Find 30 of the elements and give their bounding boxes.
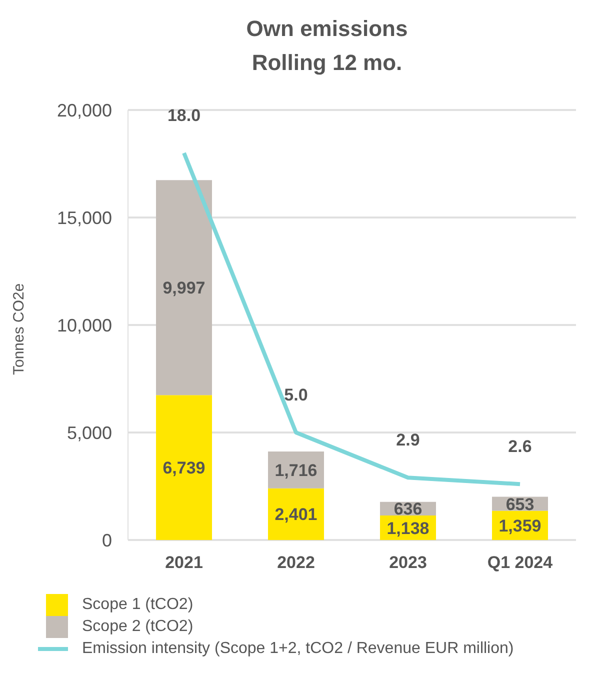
y-tick-label: 0: [102, 530, 112, 550]
data-label: 6,739: [162, 458, 206, 478]
legend-label: Emission intensity (Scope 1+2, tCO2 / Revenue EUR million): [82, 639, 514, 659]
y-tick-label: 15,000: [56, 208, 112, 228]
data-label: 2.6: [508, 437, 532, 456]
x-tick-label: 2023: [389, 553, 427, 572]
bar: [156, 180, 212, 396]
data-label: 1,716: [274, 460, 318, 480]
y-tick-label: 10,000: [56, 315, 112, 336]
data-label: 9,997: [162, 278, 206, 298]
bar: [268, 488, 324, 540]
y-tick-label: 5,000: [66, 422, 112, 443]
legend-label: Scope 2 (tCO2): [82, 617, 194, 637]
x-tick-label: Q1 2024: [487, 553, 554, 572]
legend-label: Scope 1 (tCO2): [82, 595, 194, 615]
data-label: 2.9: [396, 430, 420, 450]
x-tick-label: 2022: [277, 553, 315, 572]
data-label: 636: [394, 500, 422, 519]
x-tick-label: 2021: [165, 553, 203, 572]
data-label: 2,401: [274, 505, 318, 524]
chart-title: Own emissions: [245, 15, 409, 43]
bar: [156, 395, 212, 540]
data-label: 5.0: [284, 386, 308, 404]
data-label: 1,359: [498, 516, 542, 536]
data-label: 1,138: [386, 518, 430, 538]
data-label: 18.0: [167, 106, 201, 125]
y-tick-label: 20,000: [56, 100, 112, 120]
data-label: 653: [506, 494, 534, 514]
y-axis-title: Tonnes CO2e: [10, 283, 28, 375]
chart-subtitle: Rolling 12 mo.: [250, 49, 404, 77]
